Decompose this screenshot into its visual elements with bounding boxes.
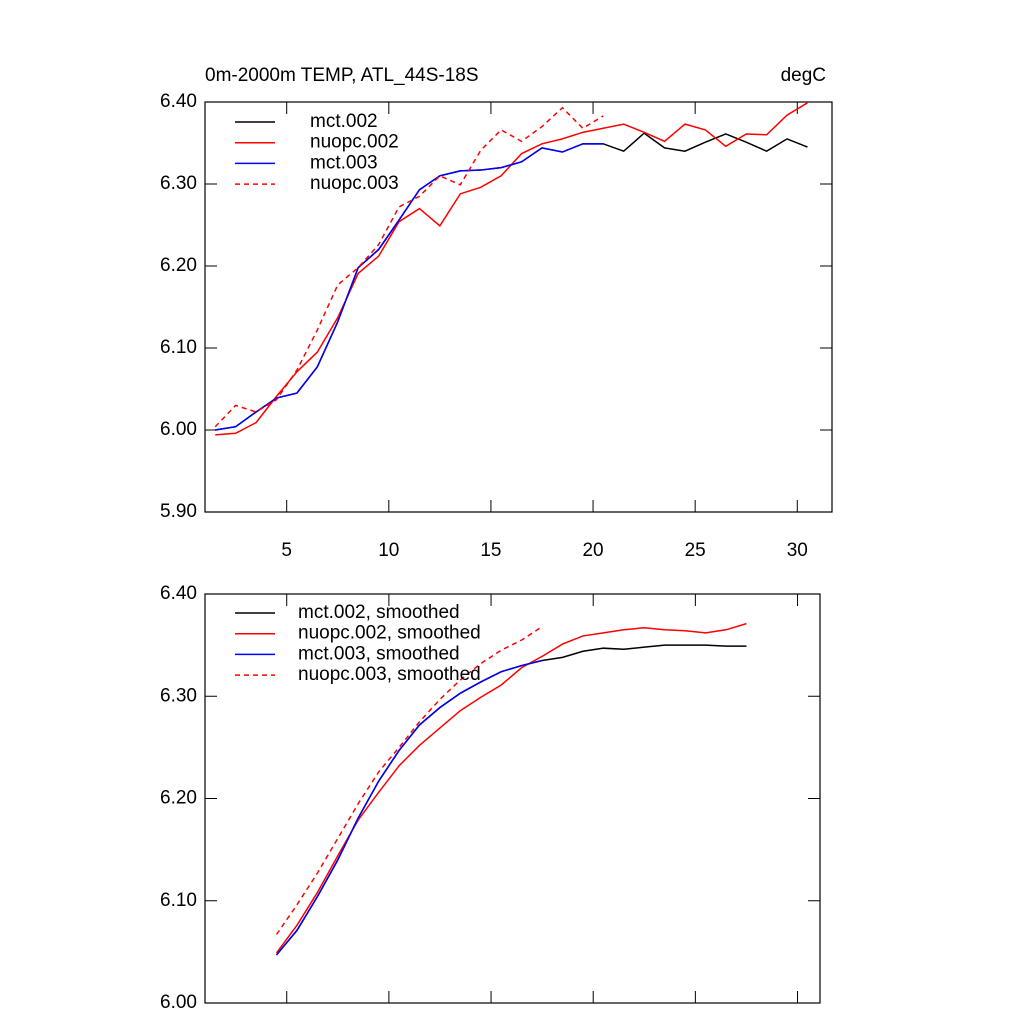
y-tick-label: 6.10	[160, 337, 197, 358]
units-label: degC	[781, 65, 826, 86]
y-tick-label: 6.10	[160, 890, 197, 911]
plot-frame	[204, 101, 833, 513]
y-tick-label: 6.20	[160, 255, 197, 276]
legend-label: mct.002	[310, 111, 378, 132]
legend-label: nuopc.002	[310, 132, 399, 153]
y-tick-label: 6.40	[160, 91, 197, 112]
legend-label: nuopc.002, smoothed	[298, 623, 481, 644]
series-line	[275, 626, 543, 935]
series-line	[215, 143, 604, 431]
y-tick-label: 6.30	[160, 173, 197, 194]
x-tick-label: 20	[582, 540, 603, 561]
legend-label: mct.002, smoothed	[298, 602, 460, 623]
legend-label: nuopc.003	[310, 173, 399, 194]
chart-title: 0m-2000m TEMP, ATL_44S-18S	[205, 65, 479, 86]
y-tick-label: 5.90	[160, 501, 197, 522]
legend-label: nuopc.003, smoothed	[298, 664, 481, 685]
series-line	[214, 106, 604, 428]
y-tick-label: 6.00	[160, 419, 197, 440]
y-tick-label: 6.40	[160, 583, 197, 604]
x-tick-label: 10	[378, 540, 399, 561]
y-tick-label: 6.30	[160, 685, 197, 706]
y-tick-label: 6.00	[160, 992, 197, 1013]
x-tick-label: 25	[685, 540, 706, 561]
series-line	[215, 132, 808, 431]
x-tick-label: 5	[281, 540, 292, 561]
x-tick-label: 30	[787, 540, 808, 561]
plot-frame	[204, 593, 821, 1004]
series-line	[275, 644, 747, 956]
y-tick-label: 6.20	[160, 788, 197, 809]
legend-label: mct.003, smoothed	[298, 643, 460, 664]
series-line	[275, 659, 543, 956]
legend-label: mct.003	[310, 152, 378, 173]
x-tick-label: 15	[480, 540, 501, 561]
